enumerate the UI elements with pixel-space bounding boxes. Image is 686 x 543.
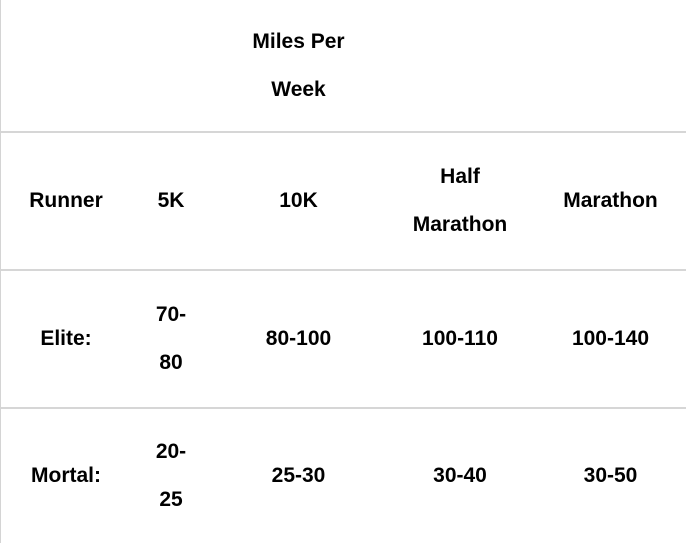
cell-marathon-mortal: 30-50 — [583, 464, 638, 487]
header-10k: 10K — [279, 189, 318, 212]
cell-5k-elite: 70- 80 — [131, 271, 211, 407]
cell-half-mortal: 30-40 — [433, 464, 487, 487]
cell-5k-elite-line2: 80 — [159, 351, 183, 374]
cell-10k-elite: 80-100 — [265, 327, 332, 350]
header-marathon: Marathon — [563, 189, 658, 212]
cell-5k-mortal-line2: 25 — [159, 488, 183, 511]
header-5k: 5K — [157, 189, 185, 212]
cell-5k-mortal: 20- 25 — [131, 409, 211, 543]
table-row: Elite: 70- 80 80-100 100-110 100-140 — [1, 269, 686, 407]
cell-5k-mortal-line1: 20- — [155, 440, 187, 463]
table-row: Mortal: 20- 25 25-30 30-40 30-50 — [1, 407, 686, 543]
header-half-marathon: Half Marathon — [386, 133, 534, 269]
cell-half-elite: 100-110 — [422, 327, 498, 350]
table-title-line1: Miles Per — [252, 29, 345, 53]
cell-runner-elite: Elite: — [40, 327, 92, 350]
header-half-line1: Half — [440, 165, 480, 188]
table-title: Miles Per Week — [211, 0, 386, 131]
table-title-line2: Week — [271, 77, 326, 101]
column-header-row: Runner 5K 10K Half Marathon Marathon — [1, 131, 686, 269]
table-title-row: Miles Per Week — [1, 0, 686, 131]
header-half-line2: Marathon — [412, 213, 508, 236]
cell-10k-mortal: 25-30 — [271, 464, 326, 487]
header-runner: Runner — [29, 189, 103, 212]
cell-5k-elite-line1: 70- — [155, 303, 187, 326]
cell-marathon-elite: 100-140 — [571, 327, 650, 350]
cell-runner-mortal: Mortal: — [31, 464, 101, 487]
